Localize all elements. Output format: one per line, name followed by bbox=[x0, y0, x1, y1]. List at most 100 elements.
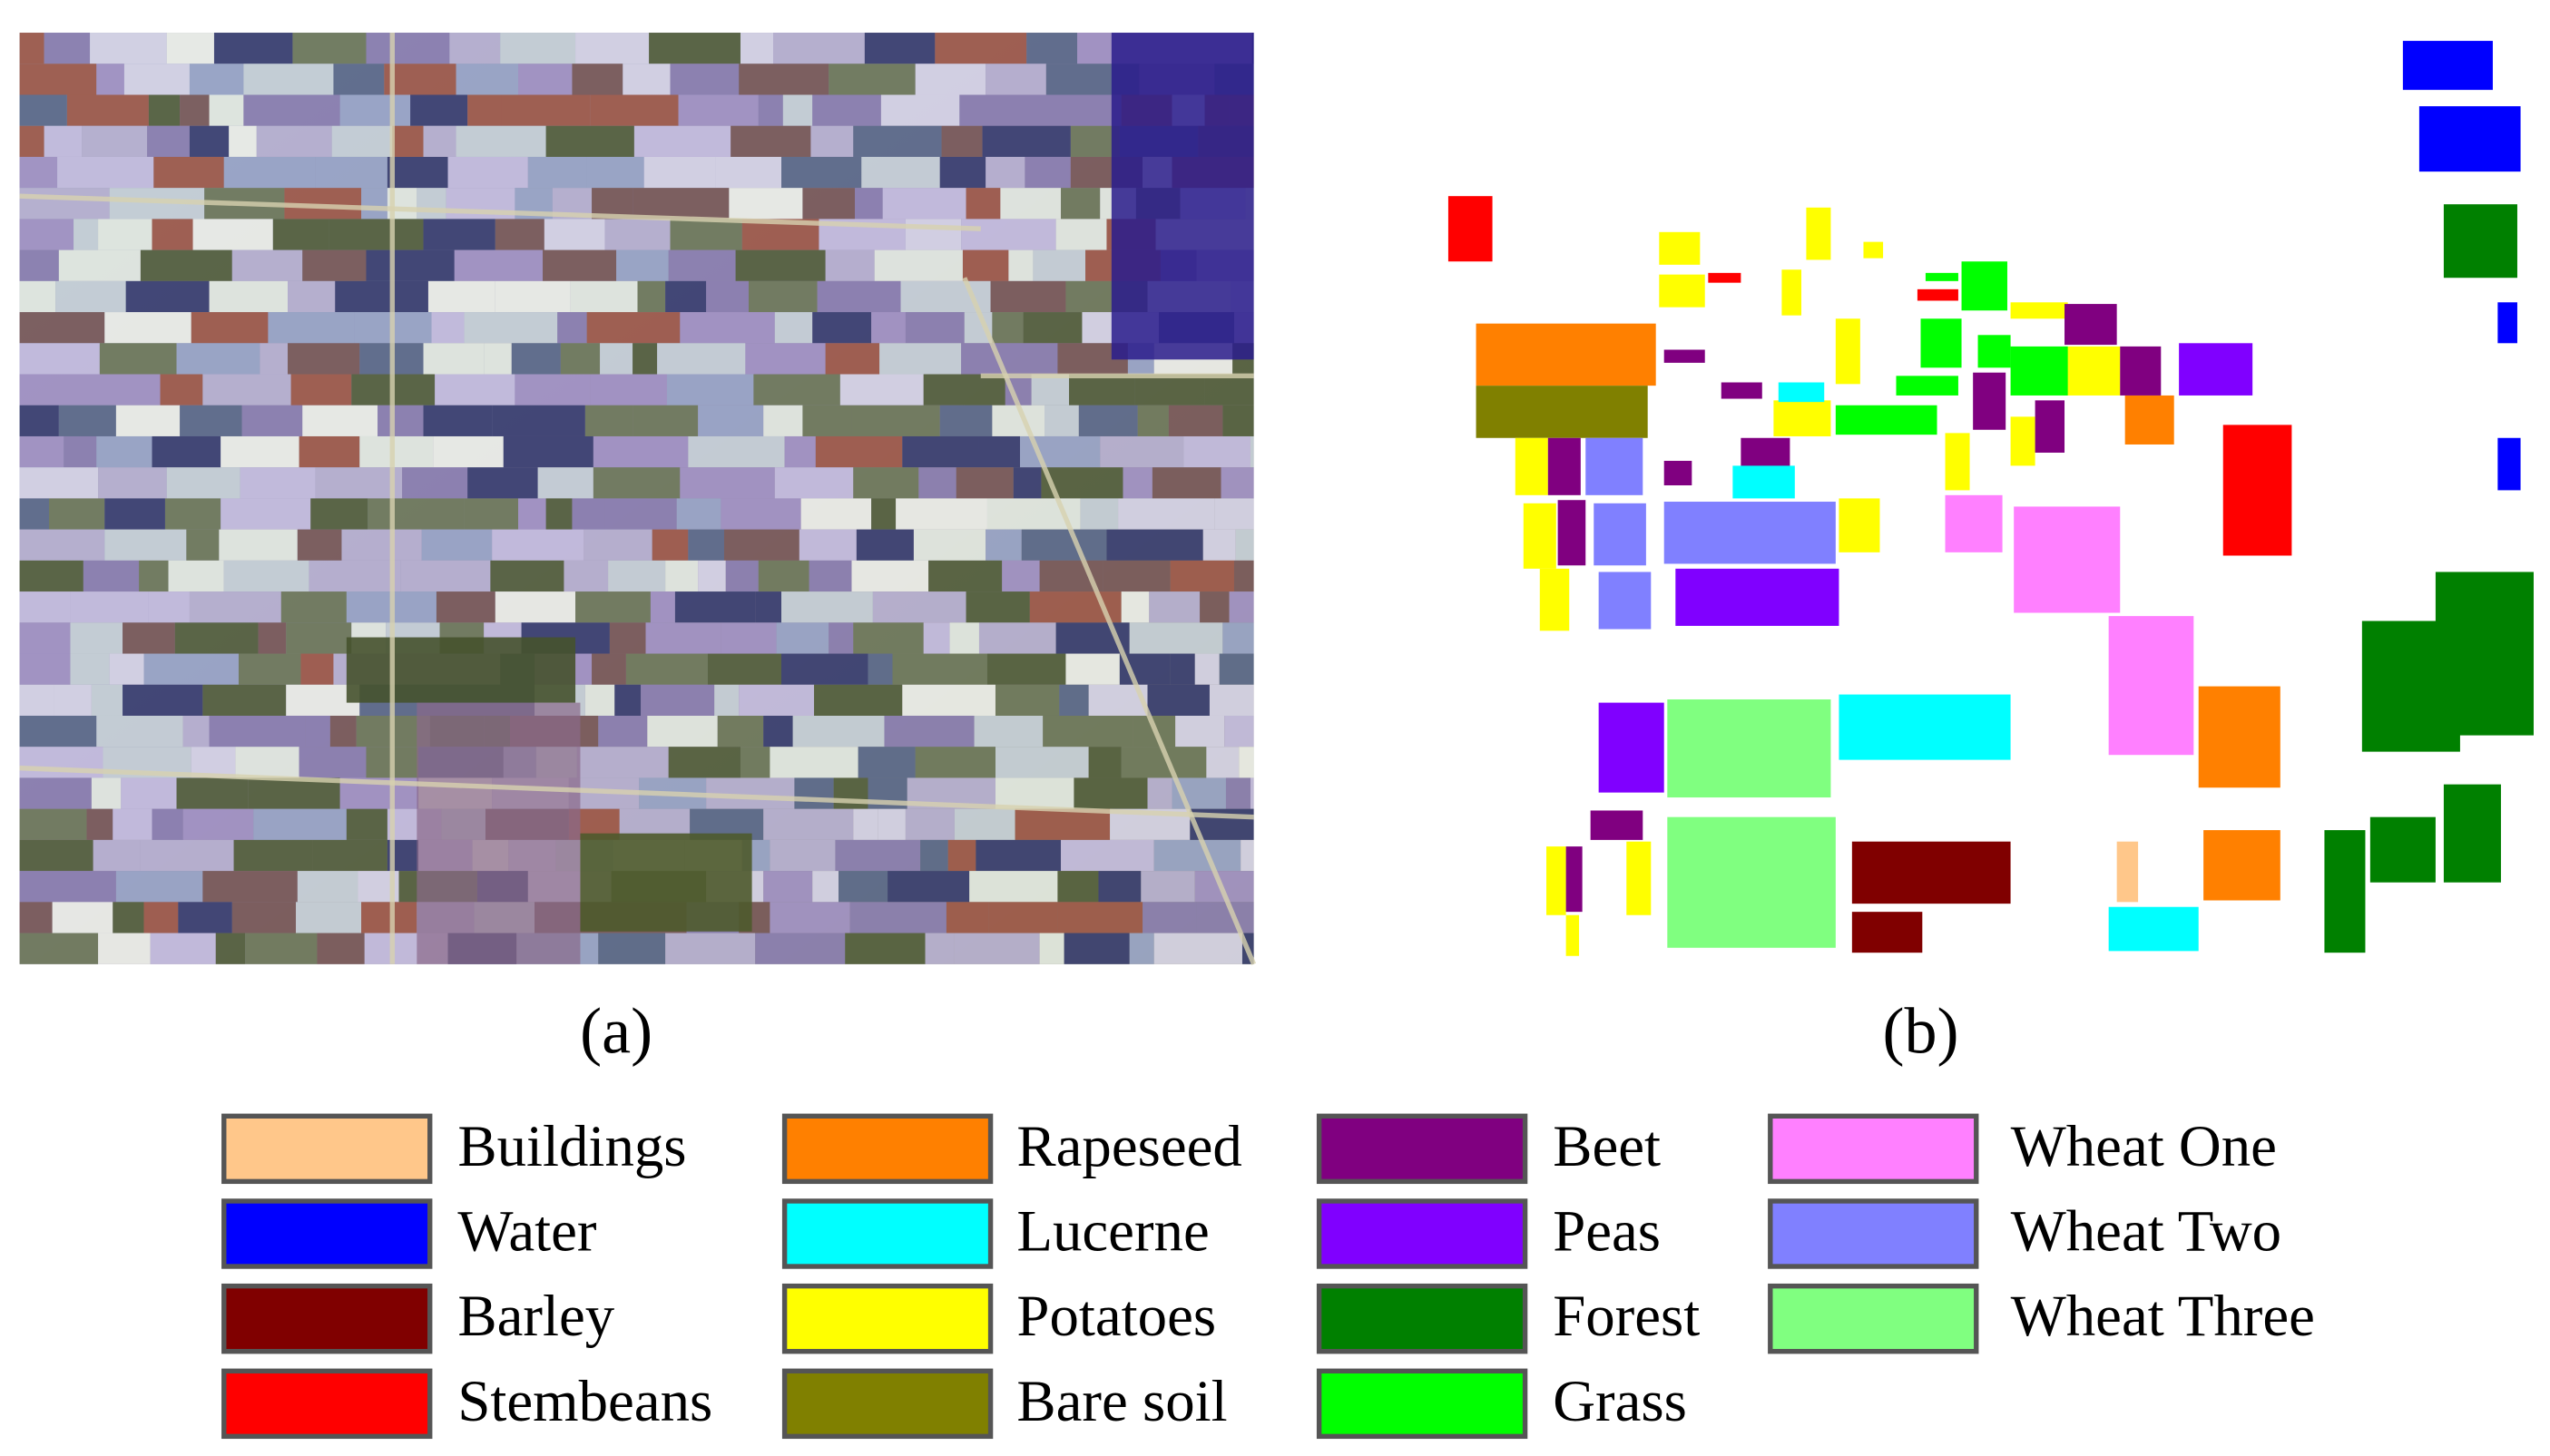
image-tile bbox=[1221, 467, 1254, 499]
field bbox=[1659, 231, 1701, 265]
image-tile bbox=[1023, 312, 1083, 344]
image-tile bbox=[189, 64, 244, 95]
field bbox=[1961, 261, 2007, 311]
field bbox=[1863, 241, 1884, 259]
image-tile bbox=[586, 312, 681, 344]
image-tile bbox=[421, 529, 493, 561]
field bbox=[2402, 41, 2493, 91]
legend-swatch bbox=[221, 1198, 433, 1269]
legend-swatch bbox=[781, 1198, 994, 1269]
image-tile bbox=[1002, 560, 1040, 592]
road bbox=[19, 193, 981, 231]
image-tile bbox=[164, 498, 221, 530]
image-tile bbox=[966, 188, 1001, 220]
image-tile bbox=[256, 125, 332, 157]
legend-swatch bbox=[781, 1113, 994, 1185]
image-tile bbox=[633, 405, 699, 436]
image-tile bbox=[809, 560, 852, 592]
image-tile bbox=[913, 529, 986, 561]
image-tile bbox=[1057, 902, 1143, 933]
legend-label: Stembeans bbox=[457, 1369, 712, 1434]
image-tile bbox=[665, 560, 699, 592]
image-tile bbox=[892, 653, 987, 685]
image-tile bbox=[851, 560, 929, 592]
image-tile bbox=[817, 280, 901, 313]
image-tile bbox=[896, 498, 987, 530]
image-tile bbox=[874, 249, 963, 281]
field bbox=[1515, 437, 1548, 495]
legend-label: Beet bbox=[1553, 1114, 1661, 1179]
image-tile bbox=[545, 125, 634, 157]
image-tile bbox=[1015, 808, 1111, 840]
image-tile bbox=[676, 498, 721, 530]
field bbox=[2010, 416, 2035, 466]
image-tile bbox=[160, 374, 203, 406]
legend-label: Peas bbox=[1553, 1198, 1661, 1264]
image-tile bbox=[368, 498, 465, 530]
field bbox=[1565, 846, 1583, 913]
ground-truth-map bbox=[1447, 41, 2534, 956]
image-tile bbox=[1225, 777, 1250, 809]
road bbox=[19, 765, 1254, 820]
image-tile bbox=[19, 622, 71, 654]
image-tile bbox=[1239, 747, 1254, 778]
image-tile bbox=[99, 343, 177, 375]
image-tile bbox=[878, 808, 906, 840]
image-tile bbox=[608, 560, 666, 592]
field bbox=[1663, 460, 1692, 486]
image-tile bbox=[103, 374, 161, 406]
image-tile bbox=[988, 902, 1058, 933]
image-tile bbox=[19, 839, 93, 872]
image-tile bbox=[168, 560, 224, 592]
image-tile bbox=[849, 902, 946, 933]
image-tile bbox=[1214, 498, 1254, 530]
image-tile bbox=[241, 405, 303, 436]
image-tile bbox=[1121, 591, 1150, 623]
field bbox=[2010, 346, 2068, 396]
image-tile bbox=[812, 94, 881, 126]
image-tile bbox=[19, 435, 64, 468]
image-tile bbox=[592, 653, 626, 685]
image-tile bbox=[598, 933, 666, 964]
image-tile bbox=[1200, 591, 1230, 623]
image-tile bbox=[310, 498, 368, 530]
image-tile bbox=[545, 498, 573, 530]
image-tile bbox=[923, 622, 950, 654]
image-tile bbox=[763, 405, 803, 436]
image-tile bbox=[219, 529, 298, 561]
image-tile bbox=[19, 777, 92, 809]
image-tile bbox=[537, 467, 593, 499]
image-tile bbox=[286, 622, 352, 654]
field bbox=[2222, 425, 2292, 556]
image-tile bbox=[915, 747, 995, 778]
legend-label: Grass bbox=[1553, 1369, 1687, 1434]
image-tile bbox=[1045, 405, 1079, 436]
image-tile bbox=[1057, 871, 1099, 903]
image-tile bbox=[763, 871, 813, 903]
image-tile bbox=[233, 839, 313, 872]
legend-label: Bare soil bbox=[1016, 1369, 1227, 1434]
image-tile bbox=[209, 715, 306, 748]
panel-caption: (b) bbox=[1882, 994, 1958, 1067]
image-tile bbox=[90, 33, 167, 64]
field bbox=[2435, 572, 2534, 736]
image-tile bbox=[928, 560, 1003, 592]
image-tile bbox=[674, 591, 756, 623]
image-tile bbox=[740, 747, 770, 778]
image-tile bbox=[221, 435, 299, 468]
image-tile bbox=[182, 808, 254, 840]
image-tile bbox=[305, 715, 330, 748]
image-tile bbox=[143, 653, 239, 685]
image-tile bbox=[670, 219, 742, 250]
image-tile bbox=[839, 374, 924, 406]
image-tile bbox=[238, 653, 301, 685]
image-tile bbox=[1222, 622, 1254, 654]
legend-label: Rapeseed bbox=[1016, 1114, 1241, 1179]
image-tile bbox=[392, 125, 424, 157]
image-tile bbox=[427, 280, 495, 313]
image-tile bbox=[436, 591, 495, 623]
field bbox=[1557, 500, 1586, 566]
field bbox=[1546, 846, 1566, 915]
image-tile bbox=[853, 808, 878, 840]
image-tile bbox=[1008, 249, 1034, 281]
